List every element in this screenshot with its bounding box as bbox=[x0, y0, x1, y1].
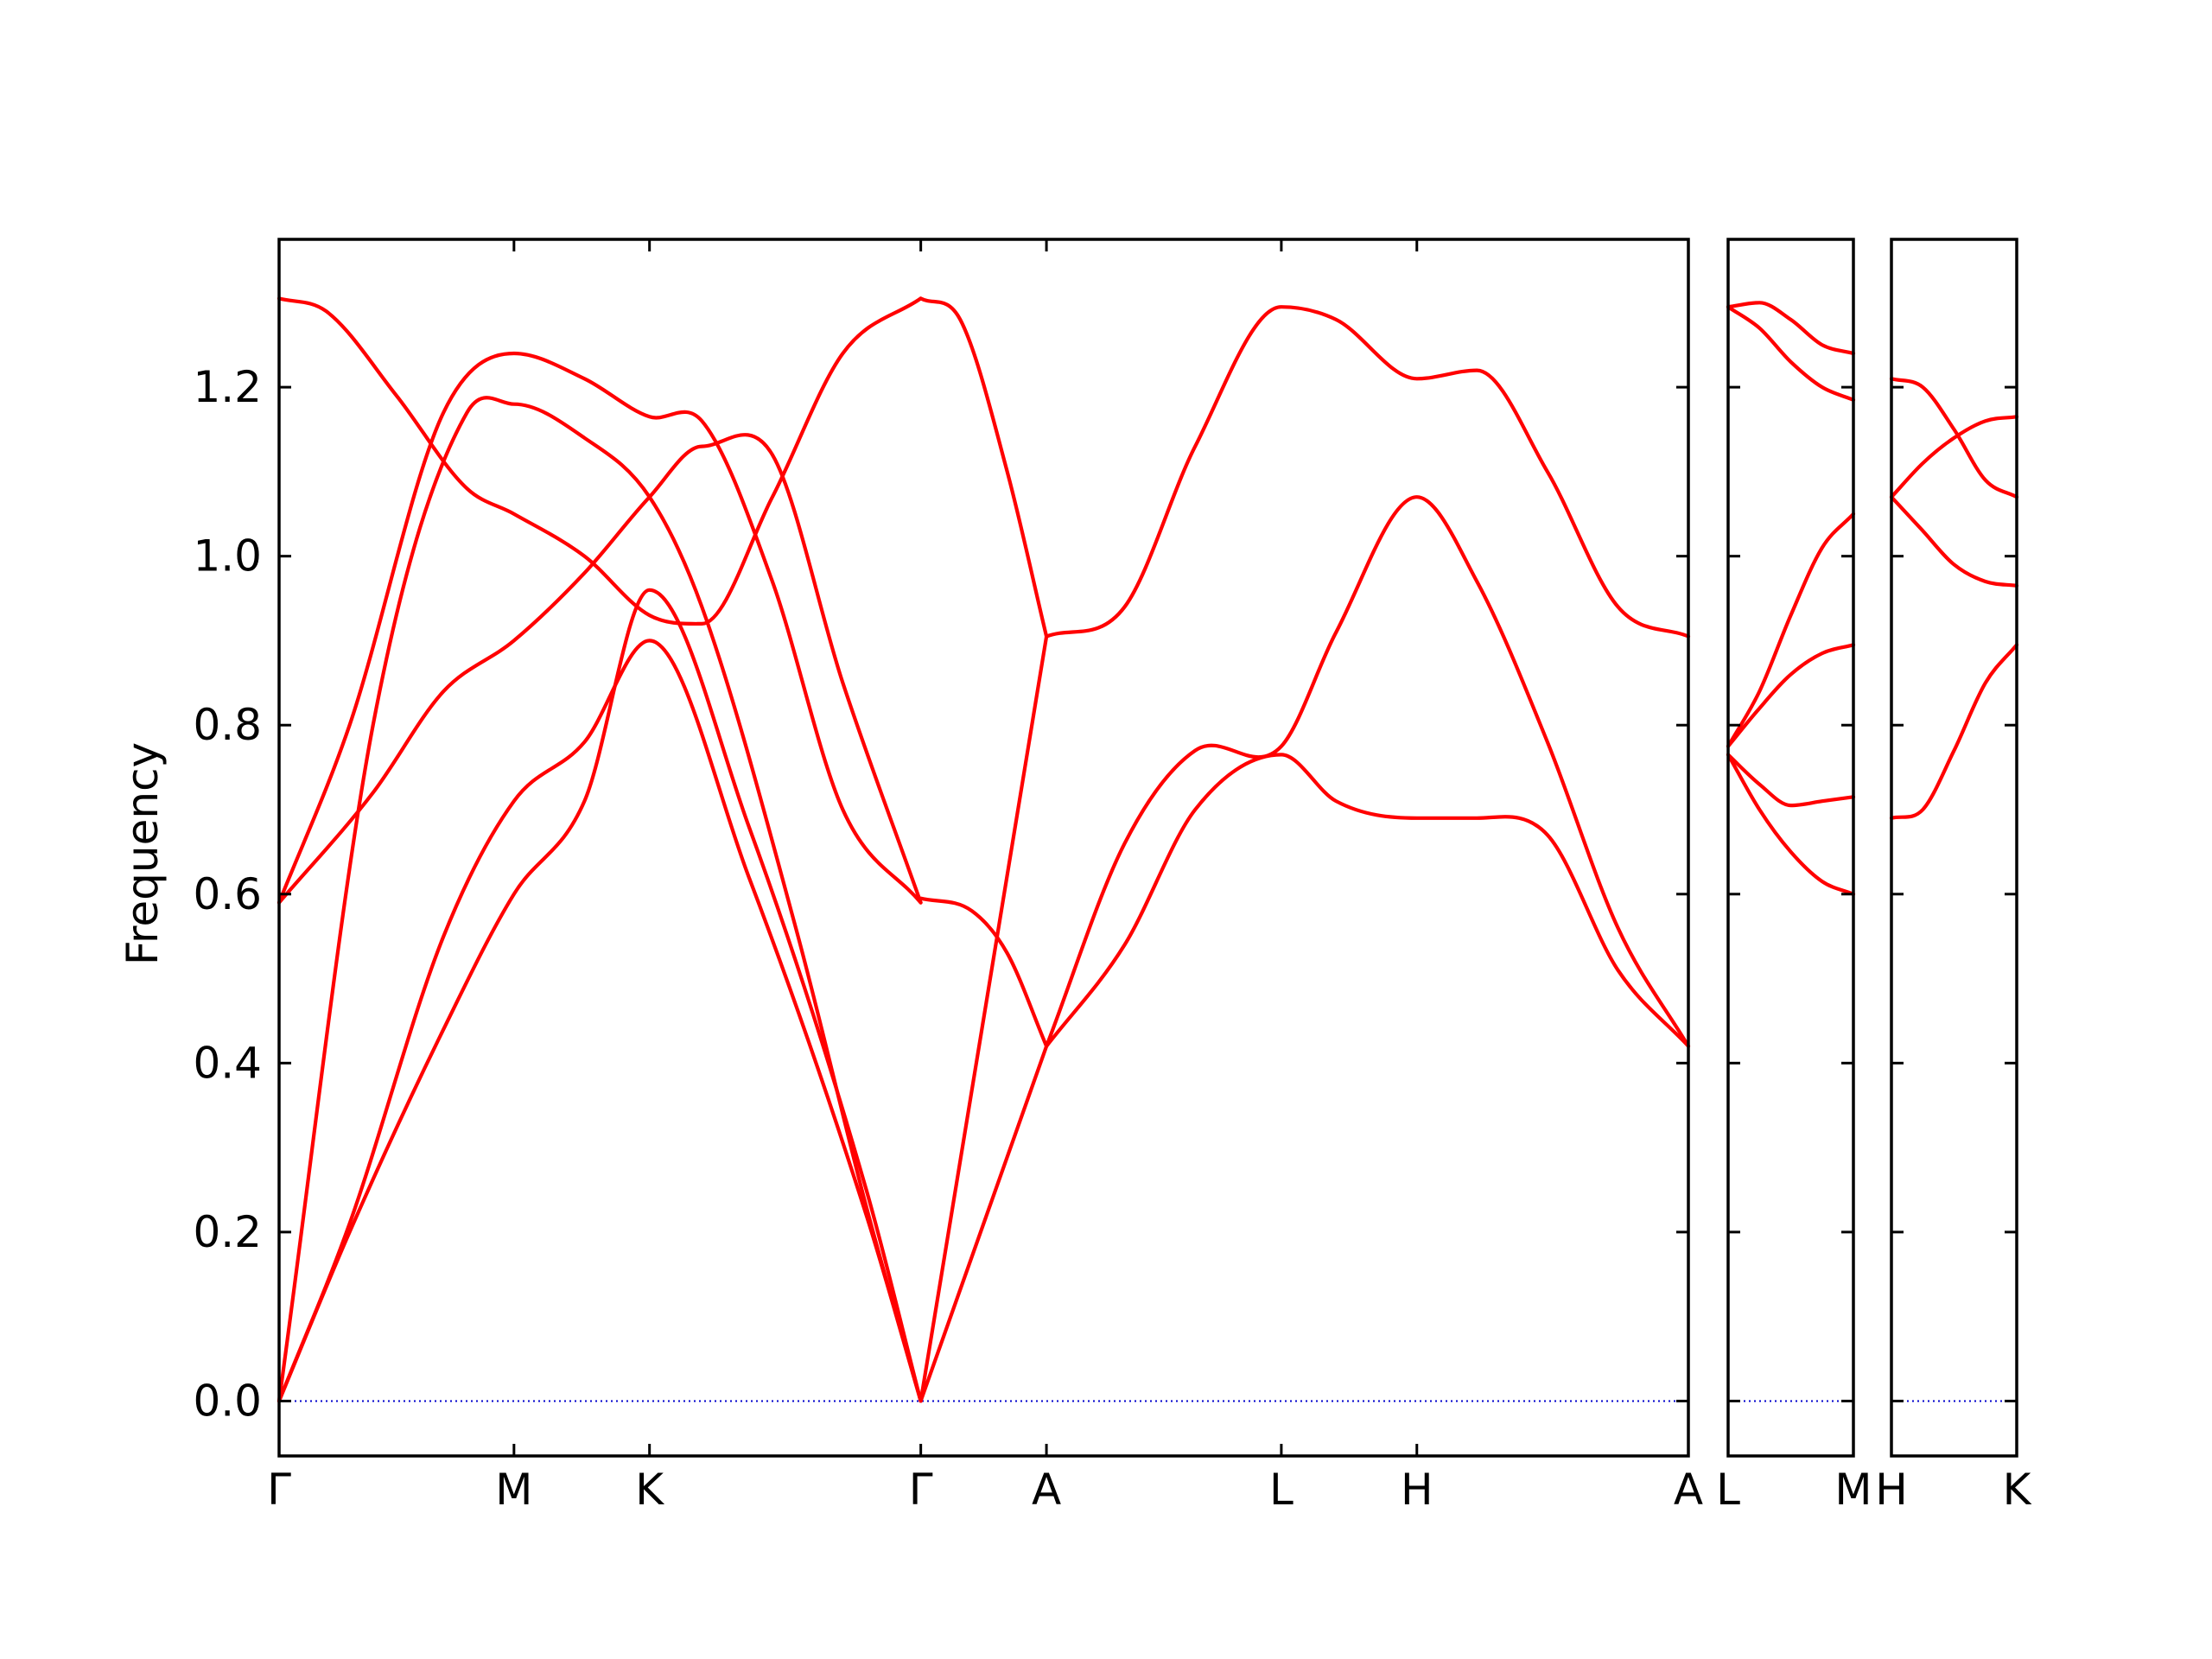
x-tick-label: Γ bbox=[909, 1465, 933, 1515]
panel-2-band-6 bbox=[1726, 753, 1856, 896]
panel-3-band-3 bbox=[1889, 495, 2019, 588]
x-tick-label: H bbox=[1401, 1465, 1433, 1515]
panel-1-band-4 bbox=[276, 433, 923, 905]
x-tick-label: K bbox=[635, 1465, 664, 1515]
x-tick-label: A bbox=[1674, 1465, 1703, 1515]
panel-1-band-2 bbox=[276, 639, 923, 1403]
x-tick-label: M bbox=[495, 1465, 532, 1515]
panel-2-band-5 bbox=[1726, 753, 1856, 808]
panel-3-band-2 bbox=[1889, 415, 2019, 499]
y-tick-label: 0.2 bbox=[193, 1207, 262, 1257]
panel-1-band-8 bbox=[918, 634, 1049, 1403]
panel-1: 0.0 0.2 0.4 0.6 0.8 1.0 1.2 Γ M K Γ A L H A bbox=[193, 238, 1703, 1515]
panel-1-band-3 bbox=[276, 396, 923, 1403]
panel-1-band-6 bbox=[276, 296, 923, 626]
panel-2-band-4 bbox=[1726, 643, 1856, 748]
panel-1-band-13 bbox=[1045, 753, 1691, 1048]
x-tick-label: L bbox=[1716, 1465, 1740, 1515]
x-tick-label: Γ bbox=[267, 1465, 291, 1515]
panel-3-frame bbox=[1890, 238, 2018, 1458]
x-tick-label: M bbox=[1834, 1465, 1872, 1515]
y-tick-label: 0.4 bbox=[193, 1038, 262, 1088]
panel-3-band-4 bbox=[1889, 643, 2019, 820]
panel-2-frame bbox=[1726, 238, 1855, 1458]
panel-3-band-1 bbox=[1889, 377, 2019, 499]
panel-1-band-9 bbox=[918, 896, 1049, 1048]
x-tick-label: A bbox=[1032, 1465, 1061, 1515]
panel-1-band-11 bbox=[1045, 305, 1691, 639]
panel-2-band-3 bbox=[1726, 512, 1856, 748]
y-tick-label: 0.8 bbox=[193, 700, 262, 750]
panel-2-band-1 bbox=[1726, 301, 1856, 356]
panel-1-band-7 bbox=[918, 1044, 1049, 1403]
y-axis-label: Frequency bbox=[118, 742, 168, 965]
y-tick-label: 0.6 bbox=[193, 869, 262, 919]
panel-1-band-10 bbox=[918, 296, 1049, 639]
panel-1-band-5 bbox=[276, 351, 923, 905]
y-tick-label: 1.0 bbox=[193, 531, 262, 582]
panel-2-band-2 bbox=[1726, 305, 1856, 402]
x-tick-label: K bbox=[2003, 1465, 2032, 1515]
panel-1-frame bbox=[277, 238, 1690, 1458]
panel-1-band-12 bbox=[1045, 495, 1691, 1048]
x-tick-label: L bbox=[1269, 1465, 1294, 1515]
x-tick-label: H bbox=[1875, 1465, 1908, 1515]
y-tick-label: 0.0 bbox=[193, 1376, 262, 1426]
y-tick-label: 1.2 bbox=[193, 362, 262, 412]
